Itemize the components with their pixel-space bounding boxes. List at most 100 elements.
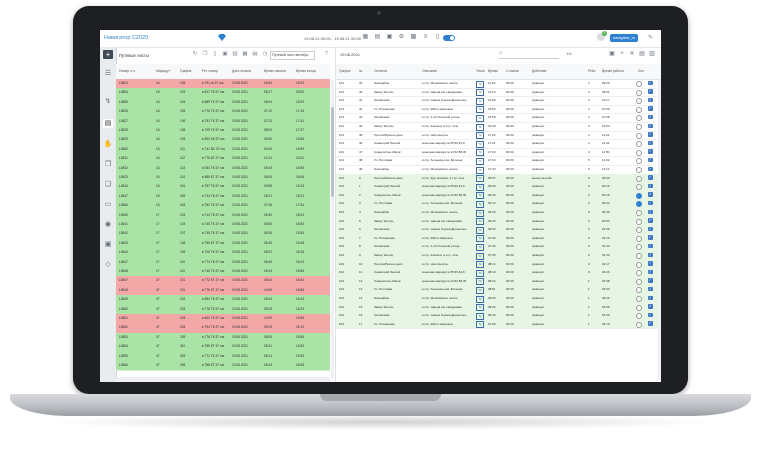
waybill-type-select[interactable]: Путевой лист автобус	[270, 51, 315, 60]
date-range[interactable]: 19.08.21 00:00 - 19.08.21 00:00	[304, 36, 361, 41]
row-radio[interactable]	[636, 132, 642, 139]
stop-row[interactable]: 101 47 Северостан.-Магис конечная маршрута …	[336, 148, 661, 158]
point-badge[interactable]: ТК	[476, 243, 484, 251]
row-checkbox[interactable]: ✓	[648, 114, 653, 120]
col-header[interactable]: График	[180, 69, 192, 73]
point-badge[interactable]: ТК	[476, 218, 484, 226]
waybill-scroll-thumb[interactable]	[331, 107, 334, 197]
row-checkbox[interactable]: ✓	[648, 149, 653, 154]
col-header[interactable]: Точка	[476, 69, 485, 73]
point-badge[interactable]: ТК	[476, 304, 484, 312]
row-radio[interactable]	[636, 244, 642, 251]
row-radio[interactable]	[636, 253, 642, 259]
point-badge[interactable]: ТК	[476, 209, 484, 217]
point-badge[interactable]: ТК	[476, 286, 484, 294]
copy-tool-icon[interactable]: ❐	[202, 51, 208, 57]
row-checkbox[interactable]: ✓	[648, 80, 653, 85]
col-header[interactable]: Действие	[532, 69, 547, 73]
row-checkbox[interactable]: ✓	[648, 269, 653, 275]
col-header[interactable]: График	[339, 69, 351, 73]
row-radio[interactable]	[636, 201, 642, 208]
col-header[interactable]: Дата начала	[232, 69, 252, 73]
col-header[interactable]: Время работы	[602, 69, 625, 73]
row-checkbox[interactable]: ✓	[648, 226, 653, 232]
print-icon[interactable]: ▣	[222, 51, 228, 57]
stop-row[interactable]: 101 40 Завод Теплиц в стр. завода им. Невдо…	[336, 88, 661, 98]
col-header[interactable]: Рег. номер	[202, 69, 219, 73]
route-icon[interactable]: ↯	[105, 98, 111, 105]
col-header[interactable]: Стоянка	[506, 69, 519, 73]
camera-icon[interactable]: ▣	[104, 241, 112, 248]
row-checkbox[interactable]: ✓	[648, 278, 653, 283]
row-radio[interactable]	[636, 287, 642, 294]
filter-icon[interactable]: ≡	[423, 34, 428, 40]
row-checkbox[interactable]: ✓	[648, 123, 653, 128]
users-icon[interactable]: ☰	[104, 70, 112, 77]
row-radio[interactable]	[636, 141, 642, 148]
point-badge[interactable]: ТК	[476, 192, 484, 200]
bar-chart-icon[interactable]: ▥	[232, 51, 238, 57]
col-header[interactable]: №	[359, 69, 363, 73]
stop-row[interactable]: 101 45 Троллейбусное депо в стр. Неполнорты…	[336, 131, 661, 141]
point-badge[interactable]: ТК	[476, 295, 484, 303]
row-radio[interactable]	[636, 89, 642, 96]
row-radio[interactable]	[636, 184, 642, 191]
notifications-icon[interactable]	[597, 33, 605, 41]
eye-icon[interactable]: ◉	[104, 221, 112, 228]
row-radio[interactable]	[636, 235, 642, 242]
settings-icon[interactable]: ⚙	[398, 34, 405, 40]
row-checkbox[interactable]: ✓	[648, 209, 653, 214]
stop-row[interactable]: 101 42 Ул. Планерная в стр. 909-го квартала…	[336, 105, 661, 115]
user-menu-button[interactable]: navigator_ru	[610, 34, 639, 42]
lock-icon[interactable]: ▯	[435, 34, 440, 40]
point-badge[interactable]: ТК	[476, 252, 484, 260]
bus-icon[interactable]: ▭	[104, 201, 112, 208]
point-badge[interactable]: ТК	[476, 149, 484, 157]
point-badge[interactable]: ТК	[476, 261, 484, 269]
pager[interactable]: 1/4	[566, 51, 572, 56]
point-badge[interactable]: ТК	[476, 114, 484, 122]
row-radio[interactable]	[636, 81, 642, 87]
row-radio[interactable]	[636, 167, 642, 173]
stop-row[interactable]: 101 48 Ул. Почтовая в стр. больницы им. Бот…	[336, 156, 661, 166]
layers-icon[interactable]: ▣	[386, 34, 393, 40]
mode-toggle[interactable]	[443, 35, 455, 41]
stop-row[interactable]: 101 39 Никорайон в стр. Московского шоссе ТК…	[336, 79, 661, 89]
point-badge[interactable]: ТК	[476, 80, 484, 88]
lock-tool-icon[interactable]: ▯	[213, 51, 217, 57]
hand-icon[interactable]: ✋	[103, 141, 113, 148]
point-badge[interactable]: ТК	[476, 140, 484, 148]
point-badge[interactable]: ТК	[476, 200, 484, 208]
save-icon[interactable]: ▣	[609, 51, 615, 57]
document-icon[interactable]: ▤	[103, 119, 113, 128]
row-radio[interactable]	[636, 296, 642, 302]
row-checkbox[interactable]: ✓	[648, 192, 653, 197]
gem-icon[interactable]: ◇	[105, 261, 111, 268]
clock-icon[interactable]: ◷	[262, 51, 268, 57]
point-badge[interactable]: ТК	[476, 97, 484, 105]
add-icon[interactable]: +	[103, 50, 113, 59]
row-radio[interactable]	[636, 313, 642, 320]
stops-scrollbar[interactable]	[658, 80, 661, 380]
close-icon[interactable]: ✕	[629, 51, 635, 57]
col-header[interactable]: Номер п.л.	[119, 69, 136, 73]
row-checkbox[interactable]: ✓	[648, 157, 653, 163]
col-header[interactable]: Рейс	[588, 69, 596, 73]
point-badge[interactable]: ТК	[476, 183, 484, 191]
point-badge[interactable]: ТК	[476, 123, 484, 131]
apps-icon[interactable]: ▩	[410, 34, 417, 40]
grid-icon[interactable]: ▤	[374, 34, 381, 40]
row-radio[interactable]	[636, 210, 642, 216]
col-header[interactable]: Маршрут	[156, 69, 171, 73]
row-checkbox[interactable]: ✓	[648, 304, 653, 309]
row-radio[interactable]	[636, 158, 642, 165]
row-checkbox[interactable]: ✓	[648, 97, 653, 103]
doc-icon[interactable]: ▤	[252, 51, 258, 57]
point-badge[interactable]: ТК	[476, 89, 484, 97]
row-radio[interactable]	[636, 192, 642, 199]
row-checkbox[interactable]: ✓	[648, 166, 653, 171]
waybill-row[interactable]: L0856 47 305 в 768 КТ 37 rus 19.08.2021 05:43…	[116, 361, 330, 372]
row-radio[interactable]	[636, 278, 642, 285]
row-radio[interactable]	[636, 124, 642, 130]
row-radio[interactable]	[636, 98, 642, 105]
